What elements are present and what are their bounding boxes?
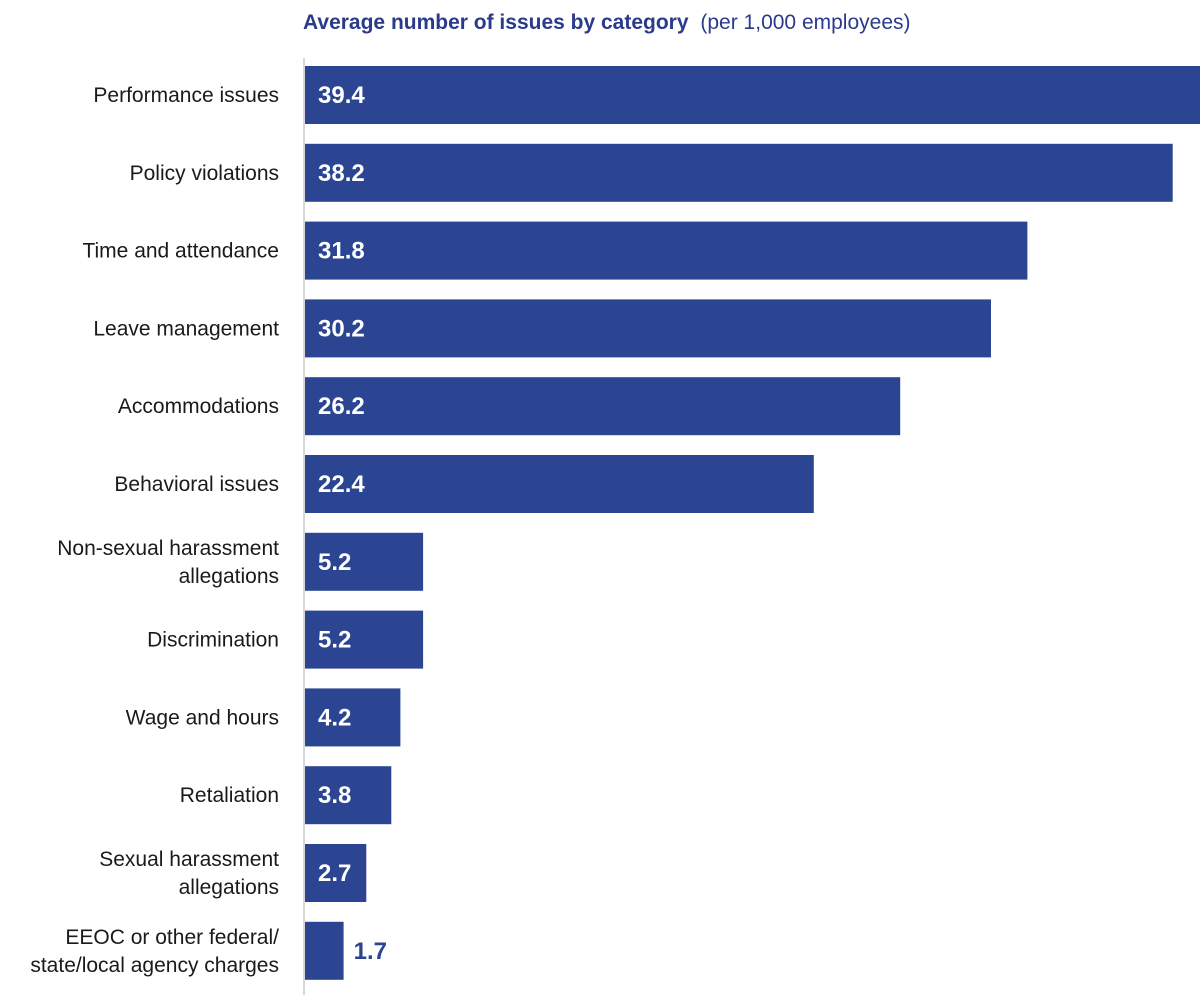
bar (305, 766, 392, 825)
bar-value-label: 39.4 (318, 82, 365, 109)
bar (305, 66, 1200, 124)
category-label: EEOC or other federal/state/local agency… (30, 926, 279, 977)
bar (305, 844, 367, 902)
bar (305, 455, 814, 513)
bar (305, 532, 424, 591)
category-label: Sexual harassment allegations (99, 848, 279, 899)
category-label: Leave management (93, 317, 279, 340)
bar-value-label: 5.2 (318, 627, 351, 654)
bar-value-label: 26.2 (318, 393, 365, 420)
bar-value-label: 4.2 (318, 704, 351, 731)
bar (305, 143, 1173, 202)
bar-value-label: 38.2 (318, 160, 365, 187)
category-label: Wage and hours (126, 706, 279, 729)
chart-subtitle: (per 1,000 employees) (700, 11, 910, 34)
bar-value-label: 2.7 (318, 860, 351, 887)
bar-value-label: 3.8 (318, 782, 351, 809)
bar-value-label: 22.4 (318, 471, 365, 498)
chart-title-main: Average number of issues by category (303, 11, 689, 34)
bar (305, 610, 424, 669)
category-label: Time and attendance (82, 240, 279, 263)
category-label: Non-sexual harassment allegations (57, 537, 279, 588)
bar-value-label: 31.8 (318, 238, 365, 265)
bar (305, 377, 901, 436)
category-label: Behavioral issues (114, 473, 279, 496)
bar (305, 688, 401, 747)
bar (305, 221, 1028, 280)
bars-group: 39.4 Performance issues 38.2 Policy violati… (30, 66, 1200, 980)
category-label: Policy violations (130, 162, 279, 185)
bar-value-label: 1.7 (354, 938, 387, 965)
bar (305, 299, 991, 358)
category-label: Discrimination (147, 629, 279, 652)
bar-value-label: 5.2 (318, 549, 351, 576)
bar-value-label: 30.2 (318, 315, 365, 342)
category-label: Accommodations (118, 395, 279, 418)
category-label: Performance issues (93, 84, 279, 107)
category-label: Retaliation (180, 784, 279, 807)
chart-title: Average number of issues by category (pe… (303, 11, 911, 34)
bar (305, 921, 344, 980)
